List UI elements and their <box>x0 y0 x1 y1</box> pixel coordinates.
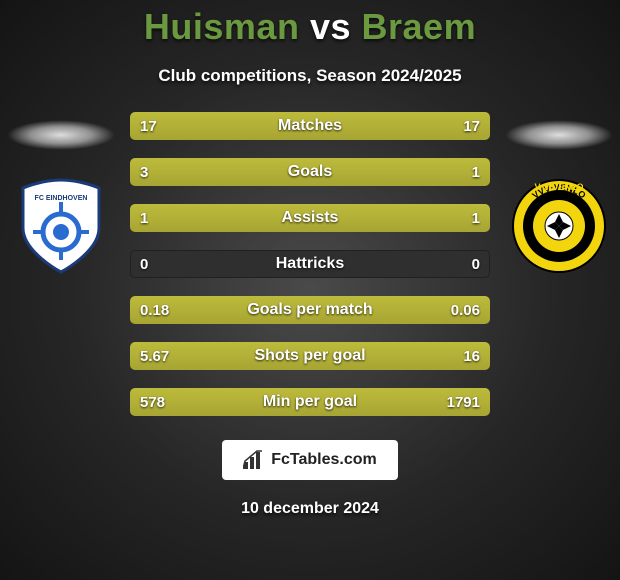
svg-text:FC EINDHOVEN: FC EINDHOVEN <box>35 195 88 202</box>
vs-text: vs <box>310 6 351 47</box>
stat-row: 578Min per goal1791 <box>130 388 490 416</box>
svg-text:V·V·VENLO: V·V·VENLO <box>534 182 583 192</box>
brand-logo: FcTables.com <box>222 440 398 480</box>
date-text: 10 december 2024 <box>0 500 620 518</box>
stat-value-right: 17 <box>463 118 480 135</box>
player-right-column: VVV·VENLO V·V·VENLO <box>504 120 614 276</box>
stat-value-right: 16 <box>463 348 480 365</box>
club-badge-right: VVV·VENLO V·V·VENLO <box>509 176 609 276</box>
stat-label: Hattricks <box>130 255 490 273</box>
brand-text: FcTables.com <box>271 451 377 469</box>
stat-label: Matches <box>130 117 490 135</box>
club-badge-left: FC EINDHOVEN <box>11 176 111 276</box>
stat-row: 17Matches17 <box>130 112 490 140</box>
stat-value-right: 0.06 <box>451 302 480 319</box>
stat-row: 0Hattricks0 <box>130 250 490 278</box>
avatar-placeholder-left <box>7 120 115 150</box>
stat-value-right: 1791 <box>447 394 480 411</box>
stat-label: Min per goal <box>130 393 490 411</box>
page-title: Huisman vs Braem <box>0 0 620 48</box>
stat-label: Goals <box>130 163 490 181</box>
stat-label: Assists <box>130 209 490 227</box>
player-right-name: Braem <box>362 6 477 47</box>
player-left-name: Huisman <box>144 6 300 47</box>
stat-value-right: 0 <box>472 256 480 273</box>
bar-chart-icon <box>243 450 265 470</box>
stat-value-right: 1 <box>472 164 480 181</box>
avatar-placeholder-right <box>505 120 613 150</box>
circle-badge-icon: VVV·VENLO V·V·VENLO <box>511 178 607 274</box>
stat-row: 5.67Shots per goal16 <box>130 342 490 370</box>
stat-value-right: 1 <box>472 210 480 227</box>
subtitle: Club competitions, Season 2024/2025 <box>0 66 620 86</box>
stat-label: Goals per match <box>130 301 490 319</box>
shield-icon: FC EINDHOVEN <box>11 176 111 276</box>
stat-row: 3Goals1 <box>130 158 490 186</box>
player-left-column: FC EINDHOVEN <box>6 120 116 276</box>
stat-row: 1Assists1 <box>130 204 490 232</box>
stats-container: 17Matches173Goals11Assists10Hattricks00.… <box>130 112 490 416</box>
comparison-infographic: Huisman vs Braem Club competitions, Seas… <box>0 0 620 580</box>
stat-label: Shots per goal <box>130 347 490 365</box>
stat-row: 0.18Goals per match0.06 <box>130 296 490 324</box>
